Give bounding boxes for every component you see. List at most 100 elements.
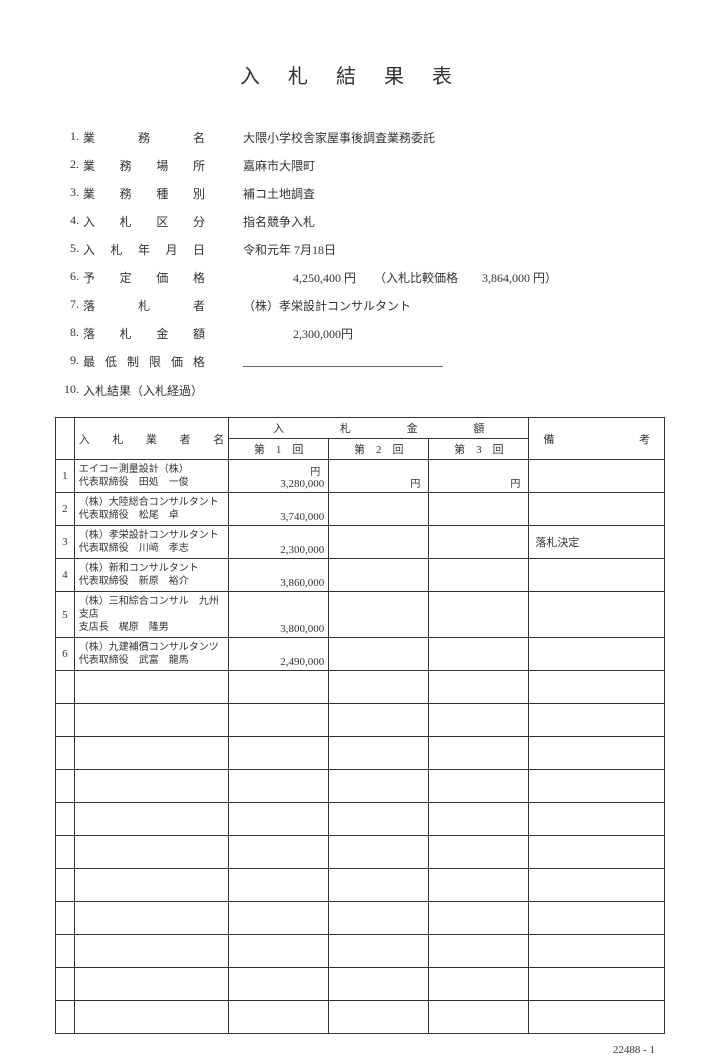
row-number: 3 xyxy=(56,526,75,559)
info-row: 4.入札区分指名競争入札 xyxy=(55,213,665,230)
table-row: 1エイコー測量設計（株）代表取締役 田処 一俊円3,280,000円円 xyxy=(56,460,665,493)
info-num: 2. xyxy=(55,157,83,174)
bid-round3 xyxy=(429,592,529,638)
table-row xyxy=(56,968,665,1001)
info-num: 10. xyxy=(55,382,83,399)
bid-round1: 3,740,000 xyxy=(229,493,329,526)
info-num: 7. xyxy=(55,297,83,314)
table-row xyxy=(56,737,665,770)
page-title: 入札結果表 xyxy=(55,60,665,89)
col-bidder: 入札業者名 xyxy=(74,418,228,460)
table-row xyxy=(56,902,665,935)
table-row: 6（株）九建補償コンサルタンツ代表取締役 武富 龍馬2,490,000 xyxy=(56,638,665,671)
row-number: 6 xyxy=(56,638,75,671)
row-number: 1 xyxy=(56,460,75,493)
info-row: 7.落札者（株）孝栄設計コンサルタント xyxy=(55,297,665,314)
info-label: 予定価格 xyxy=(83,269,213,286)
info-row: 8.落札金額2,300,000円 xyxy=(55,325,665,342)
bid-round2 xyxy=(329,638,429,671)
table-row xyxy=(56,803,665,836)
bidder-cell: （株）九建補償コンサルタンツ代表取締役 武富 龍馬 xyxy=(74,638,228,671)
col-round2: 第 2 回 xyxy=(329,439,429,460)
col-round1: 第 1 回 xyxy=(229,439,329,460)
info-value: （株）孝栄設計コンサルタント xyxy=(213,297,665,314)
bid-round2: 円 xyxy=(329,460,429,493)
info-row: 9.最低制限価格 xyxy=(55,353,665,371)
info-label: 落札金額 xyxy=(83,325,213,342)
note-cell xyxy=(529,592,665,638)
table-row xyxy=(56,935,665,968)
table-row xyxy=(56,671,665,704)
note-cell xyxy=(529,493,665,526)
bid-round3 xyxy=(429,638,529,671)
col-note: 備考 xyxy=(529,418,665,460)
info-num: 3. xyxy=(55,185,83,202)
table-row xyxy=(56,770,665,803)
bidder-cell: （株）孝栄設計コンサルタント代表取締役 川﨑 孝志 xyxy=(74,526,228,559)
bid-round1: 円3,280,000 xyxy=(229,460,329,493)
info-row: 10.入札結果（入札経過） xyxy=(55,382,665,399)
info-value xyxy=(211,382,665,399)
info-num: 6. xyxy=(55,269,83,286)
bidder-cell: （株）三和綜合コンサル 九州支店支店長 梶原 隆男 xyxy=(74,592,228,638)
note-cell xyxy=(529,638,665,671)
table-row xyxy=(56,836,665,869)
col-round3: 第 3 回 xyxy=(429,439,529,460)
bid-round1: 3,800,000 xyxy=(229,592,329,638)
info-num: 8. xyxy=(55,325,83,342)
info-row: 3.業務種別補コ土地調査 xyxy=(55,185,665,202)
info-label: 入札結果（入札経過） xyxy=(83,382,211,399)
info-row: 6.予定価格4,250,400 円（入札比較価格 3,864,000 円） xyxy=(55,269,665,286)
row-number: 5 xyxy=(56,592,75,638)
info-value: 2,300,000円 xyxy=(213,325,665,342)
table-row: 5（株）三和綜合コンサル 九州支店支店長 梶原 隆男3,800,000 xyxy=(56,592,665,638)
note-cell: 落札決定 xyxy=(529,526,665,559)
bid-table: 入札業者名 入札金額 備考 第 1 回 第 2 回 第 3 回 1エイコー測量設… xyxy=(55,417,665,1034)
info-label: 入札年月日 xyxy=(83,241,213,258)
info-value: 4,250,400 円（入札比較価格 3,864,000 円） xyxy=(213,269,665,286)
table-row xyxy=(56,1001,665,1034)
info-num: 5. xyxy=(55,241,83,258)
bid-round1: 2,300,000 xyxy=(229,526,329,559)
info-num: 9. xyxy=(55,353,83,371)
info-num: 1. xyxy=(55,129,83,146)
info-value xyxy=(213,353,665,371)
info-num: 4. xyxy=(55,213,83,230)
info-value: 補コ土地調査 xyxy=(213,185,665,202)
info-label: 業務名 xyxy=(83,129,213,146)
info-value: 令和元年 7月18日 xyxy=(213,241,665,258)
info-value: 嘉麻市大隈町 xyxy=(213,157,665,174)
bid-round3 xyxy=(429,493,529,526)
bid-round2 xyxy=(329,526,429,559)
bidder-cell: （株）大陸総合コンサルタント代表取締役 松尾 卓 xyxy=(74,493,228,526)
info-label: 落札者 xyxy=(83,297,213,314)
table-row: 3（株）孝栄設計コンサルタント代表取締役 川﨑 孝志2,300,000 落札決定 xyxy=(56,526,665,559)
row-number: 2 xyxy=(56,493,75,526)
bidder-cell: エイコー測量設計（株）代表取締役 田処 一俊 xyxy=(74,460,228,493)
info-label: 業務場所 xyxy=(83,157,213,174)
bid-round3 xyxy=(429,526,529,559)
info-list: 1.業務名大隈小学校舎家屋事後調査業務委託 2.業務場所嘉麻市大隈町 3.業務種別補… xyxy=(55,129,665,399)
info-row: 2.業務場所嘉麻市大隈町 xyxy=(55,157,665,174)
row-number: 4 xyxy=(56,559,75,592)
info-value: 大隈小学校舎家屋事後調査業務委託 xyxy=(213,129,665,146)
note-cell xyxy=(529,559,665,592)
table-row xyxy=(56,869,665,902)
bidder-cell: （株）新和コンサルタント代表取締役 新原 裕介 xyxy=(74,559,228,592)
table-row: 2（株）大陸総合コンサルタント代表取締役 松尾 卓3,740,000 xyxy=(56,493,665,526)
page-footer: 22488 - 1 xyxy=(55,1044,665,1056)
bid-round1: 2,490,000 xyxy=(229,638,329,671)
table-row xyxy=(56,704,665,737)
bid-round2 xyxy=(329,493,429,526)
info-label: 最低制限価格 xyxy=(83,353,213,371)
col-amount: 入札金額 xyxy=(229,418,529,439)
info-value: 指名競争入札 xyxy=(213,213,665,230)
bid-round1: 3,860,000 xyxy=(229,559,329,592)
info-row: 1.業務名大隈小学校舎家屋事後調査業務委託 xyxy=(55,129,665,146)
bid-round2 xyxy=(329,559,429,592)
info-label: 業務種別 xyxy=(83,185,213,202)
note-cell xyxy=(529,460,665,493)
bid-round3: 円 xyxy=(429,460,529,493)
table-row: 4（株）新和コンサルタント代表取締役 新原 裕介3,860,000 xyxy=(56,559,665,592)
bid-tbody: 1エイコー測量設計（株）代表取締役 田処 一俊円3,280,000円円2（株）大… xyxy=(56,460,665,1034)
